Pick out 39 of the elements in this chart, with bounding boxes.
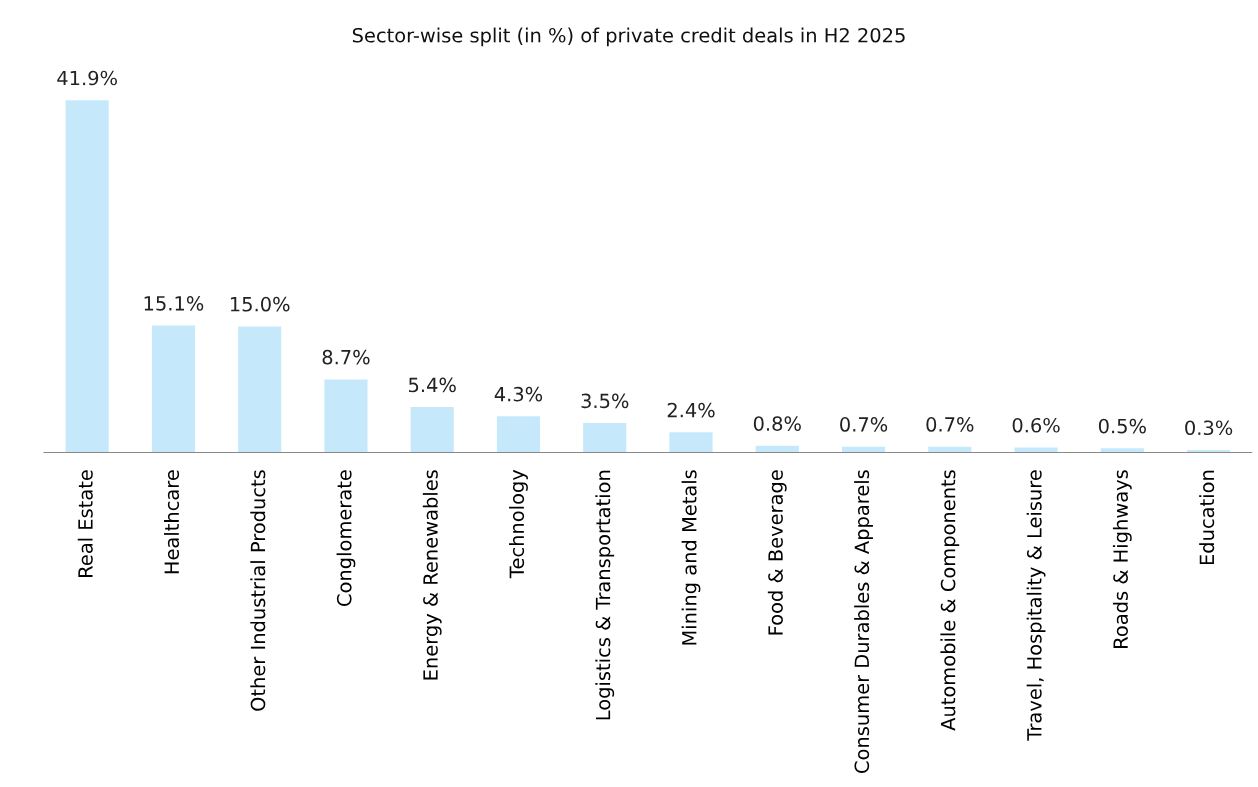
bar: [1014, 447, 1058, 453]
x-tick-label: Mining and Metals: [681, 470, 701, 645]
bar: [324, 379, 368, 453]
data-label: 0.3%: [1185, 420, 1233, 436]
data-label: 0.7%: [840, 417, 888, 432]
bar: [669, 432, 713, 453]
data-label: 0.7%: [926, 417, 974, 432]
data-label: 0.6%: [1012, 417, 1060, 433]
bar: [1100, 448, 1144, 453]
x-tick-label: Real Estate: [77, 470, 93, 577]
data-label: 2.4%: [667, 402, 715, 418]
x-tick-label: Technology: [509, 469, 528, 579]
data-label: 4.3%: [494, 386, 543, 402]
bar: [151, 325, 195, 453]
x-tick-label: Consumer Durables & Apparels: [854, 470, 873, 773]
x-tick-label: Roads & Highways: [1112, 470, 1132, 648]
x-tick-label: Automobile & Components: [940, 470, 960, 731]
bar: [238, 326, 282, 453]
data-label: 15.0%: [230, 296, 290, 312]
x-tick-label: Logistics & Transportation: [595, 470, 615, 720]
x-tick-label: Conglomerate: [336, 470, 356, 606]
bar: [583, 423, 627, 453]
data-label: 3.5%: [581, 393, 629, 409]
x-tick-label: Food & Beverage: [767, 470, 787, 635]
x-tick-label: Healthcare: [164, 470, 180, 574]
bar: [65, 100, 109, 453]
data-label: 5.4%: [409, 377, 456, 393]
data-label: 0.5%: [1098, 418, 1146, 434]
data-label: 15.1%: [144, 295, 204, 311]
bar: [410, 407, 454, 453]
x-tick-label: Travel, Hospitality & Leisure: [1026, 470, 1046, 741]
data-label: 8.7%: [322, 349, 370, 365]
chart-title: Sector-wise split (in %) of private credit deals in H2 2025: [352, 27, 905, 47]
bar: [496, 416, 541, 453]
x-tick-label: Other Industrial Products: [250, 470, 266, 711]
x-tick-label: Energy & Renewables: [422, 470, 442, 680]
data-label: 41.9%: [57, 70, 117, 86]
data-label: 0.8%: [753, 416, 801, 431]
x-tick-label: Education: [1199, 470, 1215, 565]
